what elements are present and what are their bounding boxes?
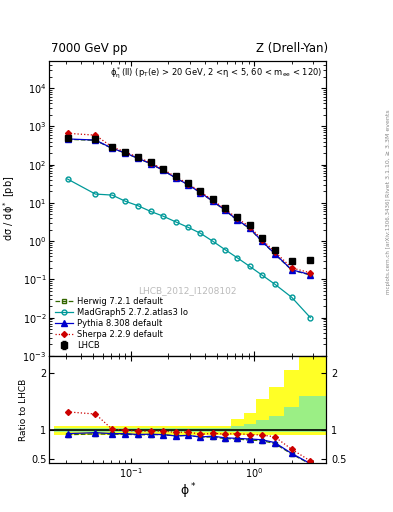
MadGraph5 2.7.2.atlas3 lo — [123, 198, 128, 204]
MadGraph5 2.7.2.atlas3 lo — [173, 219, 178, 225]
Pythia 8.308 default — [65, 136, 70, 142]
Text: mcplots.cern.ch [arXiv:1306.3436]: mcplots.cern.ch [arXiv:1306.3436] — [386, 198, 391, 293]
MadGraph5 2.7.2.atlas3 lo — [161, 213, 165, 219]
Y-axis label: Ratio to LHCB: Ratio to LHCB — [19, 378, 28, 441]
Line: Sherpa 2.2.9 default: Sherpa 2.2.9 default — [66, 131, 312, 275]
MadGraph5 2.7.2.atlas3 lo — [185, 224, 190, 230]
MadGraph5 2.7.2.atlas3 lo — [308, 314, 313, 321]
Herwig 7.2.1 default — [110, 145, 114, 152]
Sherpa 2.2.9 default — [173, 174, 178, 180]
Pythia 8.308 default — [247, 225, 252, 231]
Legend: Herwig 7.2.1 default, MadGraph5 2.7.2.atlas3 lo, Pythia 8.308 default, Sherpa 2.: Herwig 7.2.1 default, MadGraph5 2.7.2.at… — [53, 295, 189, 352]
Pythia 8.308 default — [308, 271, 313, 278]
Pythia 8.308 default — [110, 145, 114, 152]
Herwig 7.2.1 default — [173, 175, 178, 181]
Herwig 7.2.1 default — [235, 217, 239, 223]
Sherpa 2.2.9 default — [148, 160, 153, 166]
Pythia 8.308 default — [198, 189, 203, 196]
Text: LHCB_2012_I1208102: LHCB_2012_I1208102 — [138, 287, 237, 295]
Text: $\phi^*_\eta$(ll) ($p_T$(e) > 20 GeV, 2 <$\eta$ < 5, 60 < $m_{ee}$ < 120): $\phi^*_\eta$(ll) ($p_T$(e) > 20 GeV, 2 … — [110, 66, 322, 81]
Herwig 7.2.1 default — [289, 267, 294, 273]
Pythia 8.308 default — [148, 160, 153, 166]
Herwig 7.2.1 default — [308, 272, 313, 278]
MadGraph5 2.7.2.atlas3 lo — [259, 272, 264, 278]
MadGraph5 2.7.2.atlas3 lo — [272, 281, 277, 287]
MadGraph5 2.7.2.atlas3 lo — [210, 238, 215, 244]
Pythia 8.308 default — [272, 250, 277, 257]
Herwig 7.2.1 default — [223, 207, 228, 214]
MadGraph5 2.7.2.atlas3 lo — [247, 263, 252, 269]
Sherpa 2.2.9 default — [135, 154, 140, 160]
MadGraph5 2.7.2.atlas3 lo — [93, 191, 98, 197]
Sherpa 2.2.9 default — [198, 189, 203, 195]
Line: Herwig 7.2.1 default: Herwig 7.2.1 default — [65, 137, 313, 278]
Sherpa 2.2.9 default — [210, 197, 215, 203]
Pythia 8.308 default — [161, 167, 165, 174]
Pythia 8.308 default — [223, 207, 228, 213]
Pythia 8.308 default — [123, 150, 128, 156]
Sherpa 2.2.9 default — [289, 265, 294, 271]
Pythia 8.308 default — [259, 238, 264, 244]
Sherpa 2.2.9 default — [110, 144, 114, 150]
MadGraph5 2.7.2.atlas3 lo — [135, 203, 140, 209]
Herwig 7.2.1 default — [210, 198, 215, 204]
Sherpa 2.2.9 default — [65, 130, 70, 136]
Herwig 7.2.1 default — [161, 167, 165, 174]
Herwig 7.2.1 default — [65, 136, 70, 142]
Herwig 7.2.1 default — [259, 239, 264, 245]
Herwig 7.2.1 default — [198, 189, 203, 196]
Pythia 8.308 default — [135, 155, 140, 161]
Sherpa 2.2.9 default — [308, 270, 313, 276]
Text: Rivet 3.1.10, ≥ 3.3M events: Rivet 3.1.10, ≥ 3.3M events — [386, 110, 391, 198]
Sherpa 2.2.9 default — [185, 181, 190, 187]
MadGraph5 2.7.2.atlas3 lo — [223, 247, 228, 253]
Sherpa 2.2.9 default — [259, 237, 264, 243]
Line: Pythia 8.308 default: Pythia 8.308 default — [65, 136, 313, 278]
Herwig 7.2.1 default — [148, 161, 153, 167]
Herwig 7.2.1 default — [135, 155, 140, 161]
Sherpa 2.2.9 default — [223, 206, 228, 212]
Sherpa 2.2.9 default — [247, 224, 252, 230]
Line: MadGraph5 2.7.2.atlas3 lo: MadGraph5 2.7.2.atlas3 lo — [65, 177, 313, 320]
Text: Z (Drell-Yan): Z (Drell-Yan) — [256, 42, 328, 55]
Sherpa 2.2.9 default — [235, 215, 239, 221]
Herwig 7.2.1 default — [272, 251, 277, 257]
MadGraph5 2.7.2.atlas3 lo — [289, 294, 294, 301]
Herwig 7.2.1 default — [247, 225, 252, 231]
Y-axis label: d$\sigma$ / d$\phi^*$ [pb]: d$\sigma$ / d$\phi^*$ [pb] — [1, 176, 17, 241]
Pythia 8.308 default — [185, 182, 190, 188]
Pythia 8.308 default — [235, 217, 239, 223]
X-axis label: $\phi^*$: $\phi^*$ — [180, 481, 196, 501]
Herwig 7.2.1 default — [185, 182, 190, 188]
Pythia 8.308 default — [173, 175, 178, 181]
Pythia 8.308 default — [289, 267, 294, 273]
Sherpa 2.2.9 default — [123, 149, 128, 155]
Text: 7000 GeV pp: 7000 GeV pp — [51, 42, 128, 55]
MadGraph5 2.7.2.atlas3 lo — [148, 208, 153, 215]
Pythia 8.308 default — [210, 198, 215, 204]
Herwig 7.2.1 default — [123, 150, 128, 156]
Sherpa 2.2.9 default — [161, 166, 165, 172]
Sherpa 2.2.9 default — [272, 249, 277, 255]
MadGraph5 2.7.2.atlas3 lo — [65, 176, 70, 182]
Pythia 8.308 default — [93, 137, 98, 143]
MadGraph5 2.7.2.atlas3 lo — [198, 230, 203, 237]
Sherpa 2.2.9 default — [93, 132, 98, 138]
Herwig 7.2.1 default — [93, 137, 98, 143]
MadGraph5 2.7.2.atlas3 lo — [110, 192, 114, 198]
MadGraph5 2.7.2.atlas3 lo — [235, 254, 239, 261]
